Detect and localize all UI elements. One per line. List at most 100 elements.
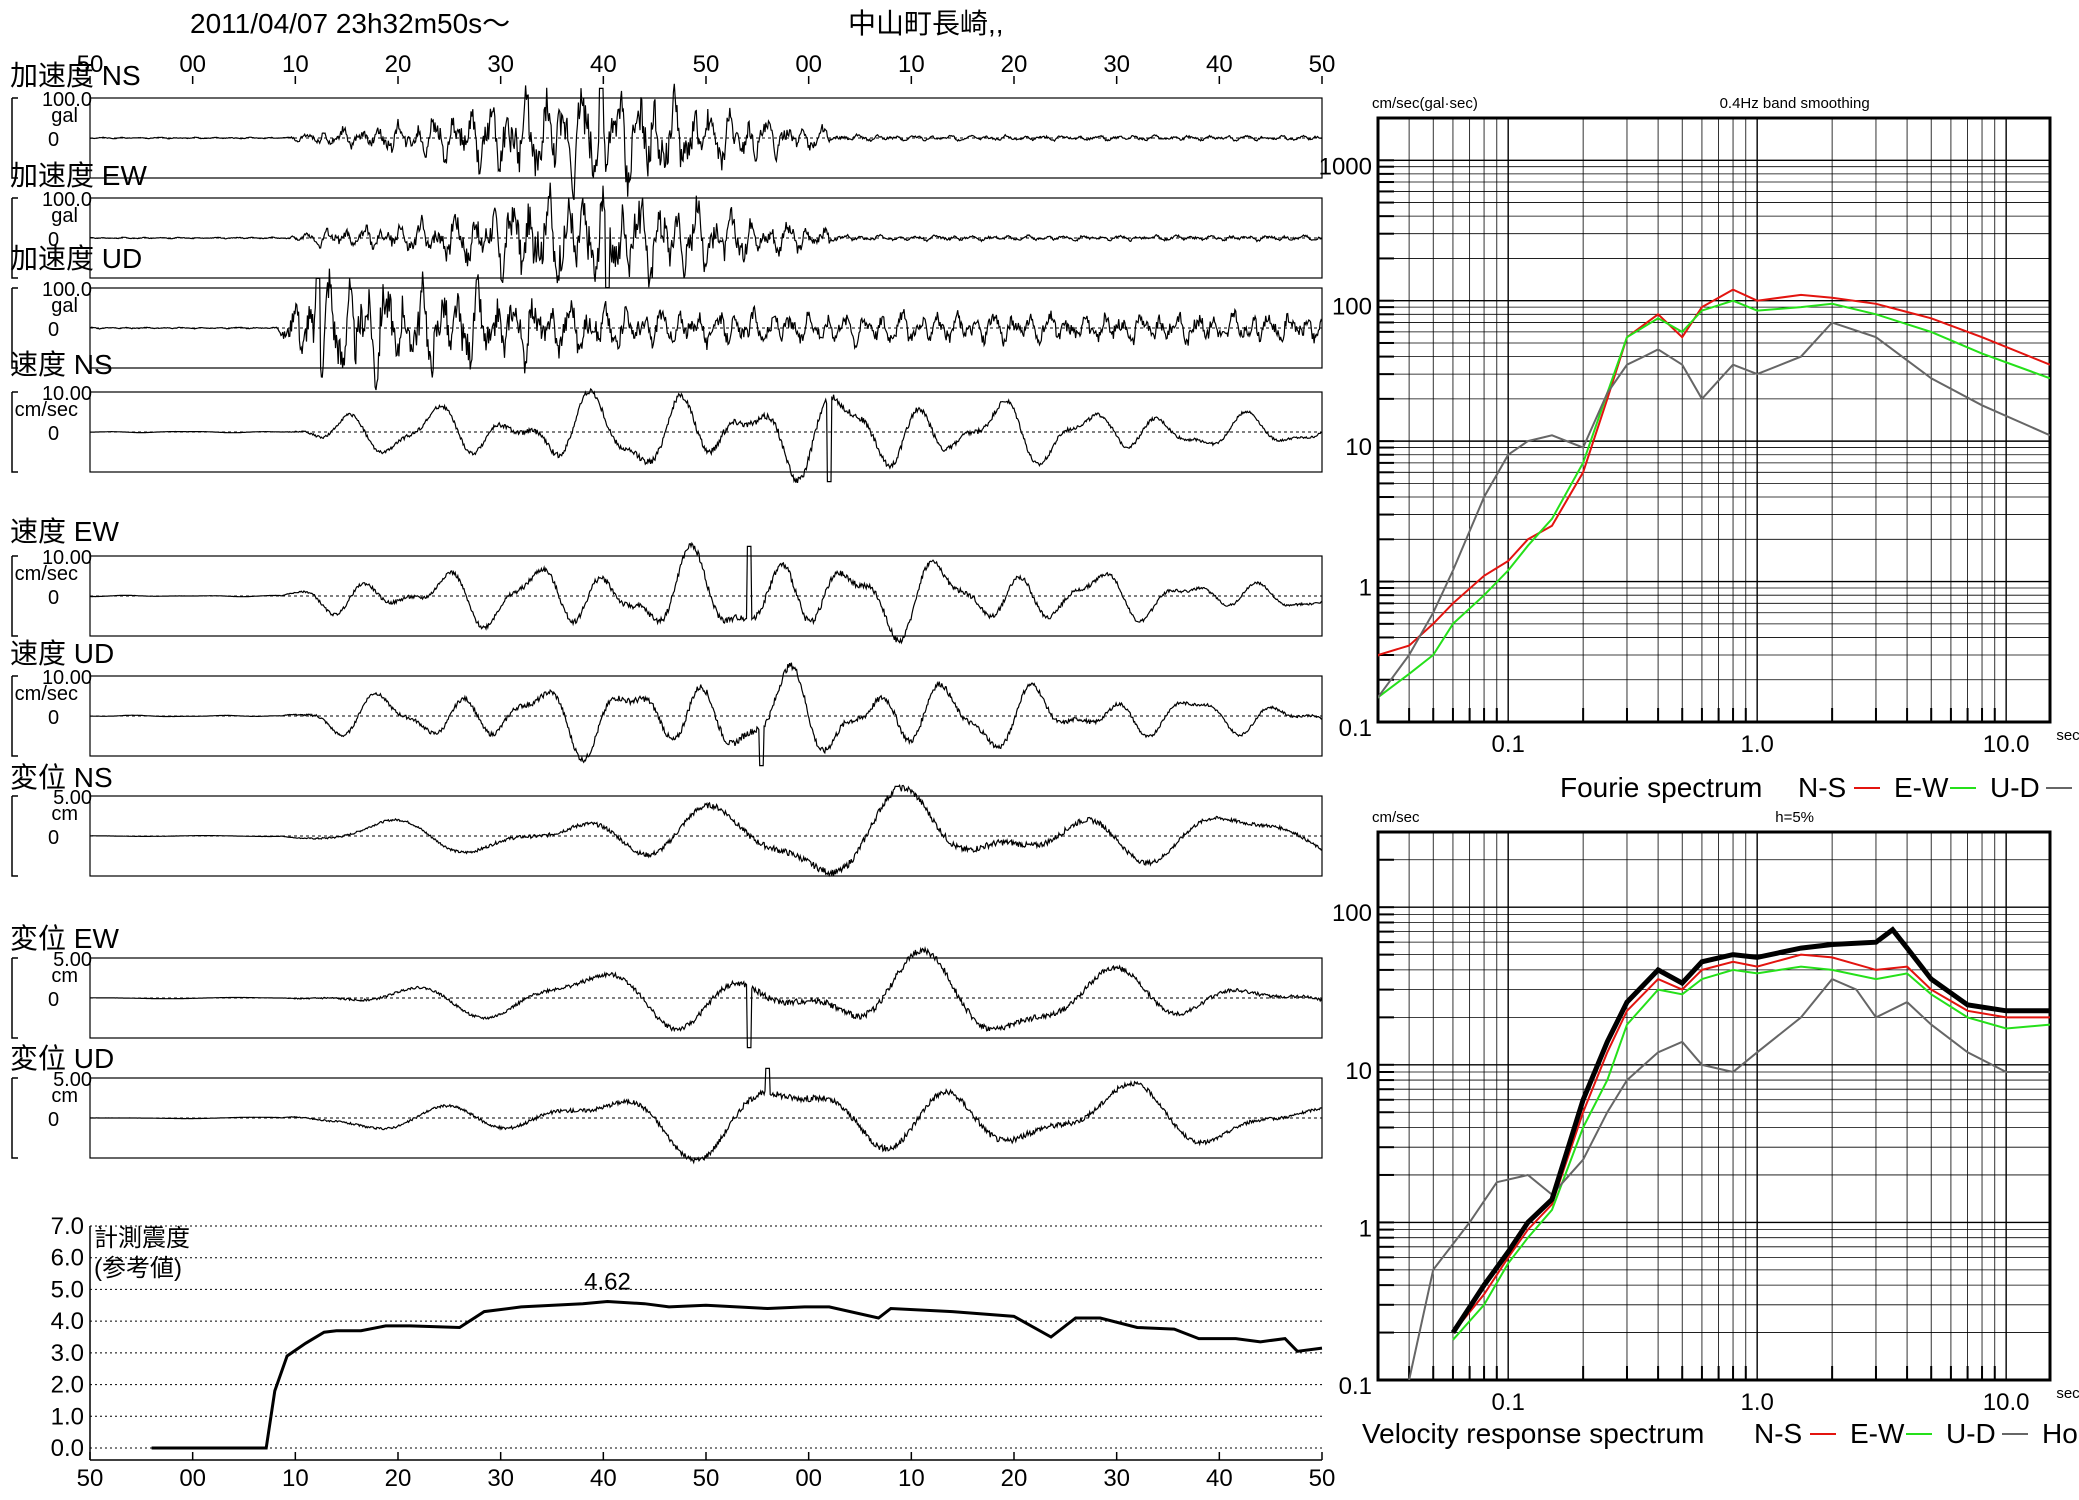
plot-frame	[1376, 116, 2052, 724]
channel-unit: cm/sec	[15, 683, 78, 705]
plot-frame	[1376, 830, 2052, 1382]
channel-bracket	[11, 555, 18, 637]
channel-zero: 0	[48, 827, 59, 849]
x-unit: sec	[2056, 727, 2079, 744]
series-lines	[1378, 288, 2050, 699]
intensity-ytick-label: 5.0	[51, 1276, 84, 1303]
channel-bracket	[11, 287, 18, 369]
x-tick-label: 0.1	[1492, 1389, 1525, 1416]
intensity-ylabel-note: (参考値)	[94, 1255, 182, 1282]
series-line-u-d	[1408, 977, 2050, 1380]
intensity-ylabel: 計測震度	[94, 1225, 190, 1252]
channel-label: 加速度 NS	[10, 60, 141, 91]
channel-unit: cm	[51, 965, 78, 987]
intensity-ytick-label: 1.0	[51, 1403, 84, 1430]
channel-scale: 10.00	[42, 667, 92, 689]
y-tick-label: 1	[1359, 575, 1372, 602]
channel-zero: 0	[48, 1109, 59, 1131]
y-tick-label: 1000	[1319, 153, 1372, 180]
intensity-ytick-label: 0.0	[51, 1435, 84, 1462]
legend: Velocity response spectrum N-S E-W U-D Horiz…	[1362, 1418, 2079, 1449]
intensity-xtick-label: 50	[1309, 1465, 1336, 1492]
channel-scale: 100.0	[42, 89, 92, 111]
channel-unit: cm	[51, 1085, 78, 1107]
legend-entry: N-S	[1798, 772, 1846, 803]
intensity-xtick-label: 50	[693, 1465, 720, 1492]
channel-bracket	[11, 675, 18, 757]
intensity-xtick-label: 50	[77, 1465, 104, 1492]
intensity-trace	[151, 1299, 1323, 1450]
waveform-trace	[89, 387, 1323, 484]
y-tick-label: 10	[1345, 434, 1372, 461]
channel-scale: 10.00	[42, 547, 92, 569]
legend-entry: U-D	[1946, 1418, 1996, 1449]
intensity-xtick-label: 00	[795, 1465, 822, 1492]
y-unit-label: cm/sec(gal·sec)	[1372, 95, 1478, 112]
legend-entry: E-W	[1894, 772, 1949, 803]
y-tick-label: 100	[1332, 294, 1372, 321]
series-line-e-w	[1378, 299, 2050, 699]
channel-zero: 0	[48, 229, 59, 251]
intensity-peak-label: 4.62	[584, 1268, 631, 1295]
channel-label: 速度 EW	[10, 516, 119, 547]
series-line-horizon	[1450, 926, 2050, 1334]
x-tick-label: 1.0	[1740, 1389, 1773, 1416]
intensity-ytick-label: 4.0	[51, 1308, 84, 1335]
channel-bracket	[11, 97, 18, 179]
time-tick-label: 40	[590, 51, 617, 78]
channel-zero: 0	[48, 587, 59, 609]
intensity-xtick-label: 40	[1206, 1465, 1233, 1492]
intensity-xtick-label: 00	[179, 1465, 206, 1492]
station-name: 中山町長崎,,	[848, 8, 1004, 39]
time-tick-label: 10	[282, 51, 309, 78]
intensity-xtick-label: 20	[1001, 1465, 1028, 1492]
y-tick-label: 1	[1359, 1215, 1372, 1242]
time-tick-label: 50	[693, 51, 720, 78]
channel-label: 加速度 EW	[10, 160, 147, 191]
x-unit: sec	[2056, 1385, 2079, 1402]
intensity-xtick-label: 10	[898, 1465, 925, 1492]
channel-bracket	[11, 391, 18, 473]
time-tick-label: 00	[795, 51, 822, 78]
channel-unit: gal	[51, 105, 78, 127]
intensity-ytick-label: 2.0	[51, 1372, 84, 1399]
channel-unit: cm/sec	[15, 563, 78, 585]
intensity-xtick-label: 10	[282, 1465, 309, 1492]
fourier-spectrum-chart: 0.1 1.0 10.0 0.1 1 10 100 1000 sec cm/sec(gal·sec…	[1319, 95, 2079, 803]
channel-unit: gal	[51, 295, 78, 317]
series-line-e-w	[1452, 965, 2050, 1341]
intensity-ytick-label: 3.0	[51, 1340, 84, 1367]
y-tick-label: 0.1	[1339, 1373, 1372, 1400]
channel-zero: 0	[48, 319, 59, 341]
channel-bracket	[11, 197, 18, 279]
channel-label: 変位 EW	[10, 923, 119, 954]
legend-title: Fourie spectrum	[1560, 772, 1762, 803]
channel-label: 加速度 UD	[10, 243, 142, 274]
y-unit-label: cm/sec	[1372, 809, 1420, 826]
channel-zero: 0	[48, 707, 59, 729]
channel-scale: 100.0	[42, 279, 92, 301]
waveform-trace	[89, 268, 1323, 391]
channel-scale: 5.00	[53, 949, 92, 971]
channel-label: 変位 UD	[10, 1043, 114, 1074]
waveform-trace	[90, 946, 1323, 1049]
time-tick-label: 30	[1103, 51, 1130, 78]
record-datetime: 2011/04/07 23h32m50s〜	[190, 8, 510, 39]
time-tick-label: 50	[77, 51, 104, 78]
time-tick-label: 10	[898, 51, 925, 78]
intensity-ytick-label: 7.0	[51, 1213, 84, 1240]
channel-zero: 0	[48, 989, 59, 1011]
intensity-xtick-label: 40	[590, 1465, 617, 1492]
channel-bracket	[11, 957, 18, 1039]
x-tick-label: 0.1	[1492, 731, 1525, 758]
y-tick-label: 100	[1332, 900, 1372, 927]
intensity-ytick-label: 6.0	[51, 1245, 84, 1272]
y-tick-label: 10	[1345, 1058, 1372, 1085]
intensity-chart: 0.0 1.0 2.0 3.0 4.0 5.0 6.0 7.0 計測震度 (参考値) 50 00 10 2…	[51, 1213, 1336, 1492]
y-tick-label: 0.1	[1339, 715, 1372, 742]
